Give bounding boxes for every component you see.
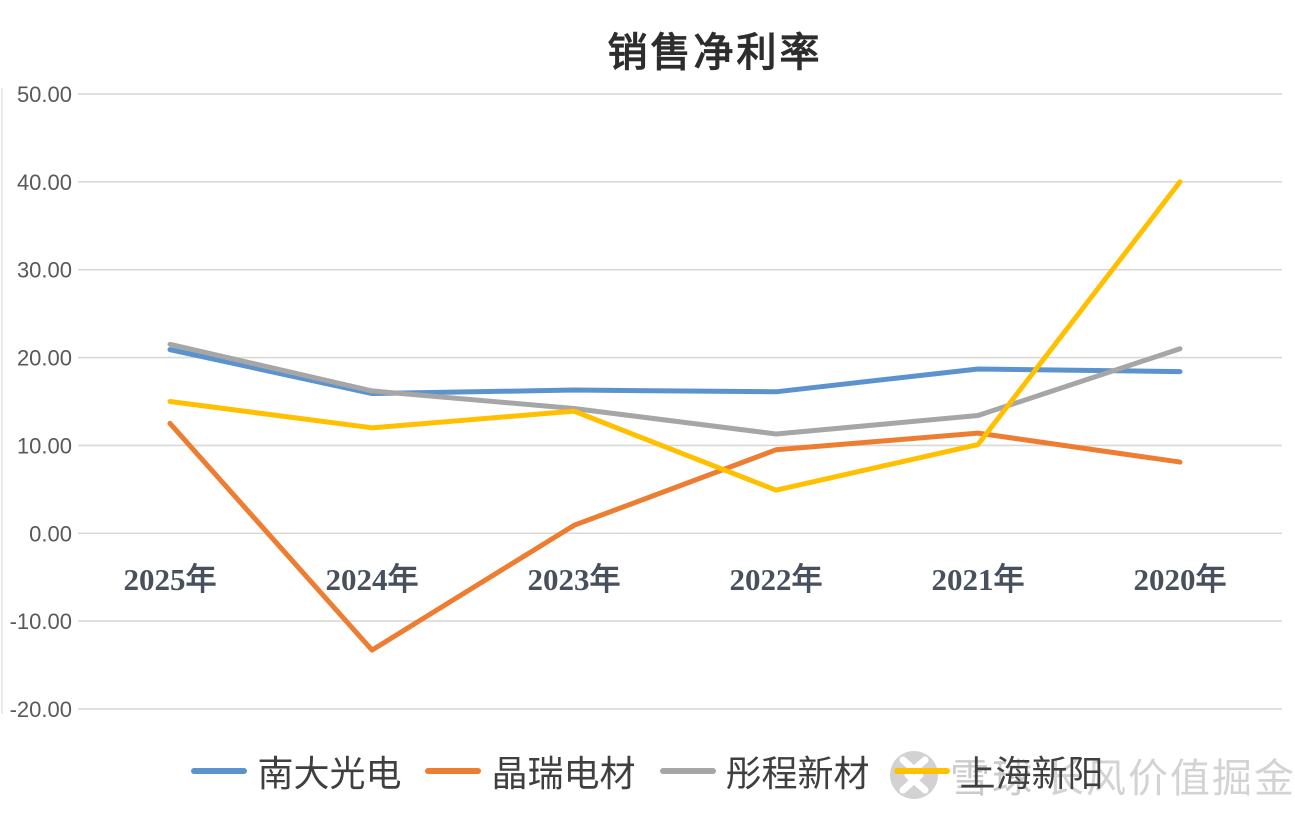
watermark-suffix-text: 长风价值掘金 [1044,756,1295,801]
y-axis-tick-label: 40.00 [17,170,72,195]
x-axis-tick-label: 2025年 [124,562,217,597]
x-axis-tick-label: 2020年 [1134,562,1227,597]
legend-label: 上海新阳 [959,754,1104,794]
xueqiu-watermark: 雪球 长风价值掘金 [888,746,1295,804]
legend-dash-icon [191,768,248,774]
series-line-3 [167,179,1183,493]
legend-label: 晶瑞电材 [491,754,636,794]
chart-legend: 南大光电 晶瑞电材 彤程新材 上海新阳 [0,740,1295,802]
legend-label: 南大光电 [257,754,402,794]
x-axis-tick-label: 2024年 [326,562,419,597]
legend-dash-icon [425,768,482,774]
series-line-1 [167,420,1183,653]
y-axis-tick-label: -10.00 [10,609,72,634]
legend-item-jingruidiancai: 晶瑞电材 [425,745,636,797]
xueqiu-logo-icon [890,751,938,799]
y-axis-tick-label: 50.00 [17,82,72,107]
y-axis-tick-label: 20.00 [17,346,72,371]
legend-label: 彤程新材 [725,754,870,794]
legend-dash-icon [659,768,716,774]
legend-item-nandaguangdian: 南大光电 [191,745,401,797]
x-axis-tick-label: 2022年 [730,562,823,597]
legend-item-tongchengxincai: 彤程新材 [659,745,870,797]
series-line-0 [167,347,1183,397]
y-axis-tick-label: 30.00 [17,258,72,283]
y-axis-tick-label: -20.00 [10,697,72,722]
watermark-brand-text: 雪球 [950,756,1034,801]
legend-item-shanghaixinyang: 上海新阳 [893,745,1104,797]
legend-dash-icon [893,768,950,774]
x-axis-tick-label: 2023年 [528,562,621,597]
y-axis-tick-label: 10.00 [17,433,72,458]
x-axis-tick-label: 2021年 [932,562,1025,597]
y-axis-tick-label: 0.00 [29,521,72,546]
chart-title: 销售净利率 [607,30,823,75]
